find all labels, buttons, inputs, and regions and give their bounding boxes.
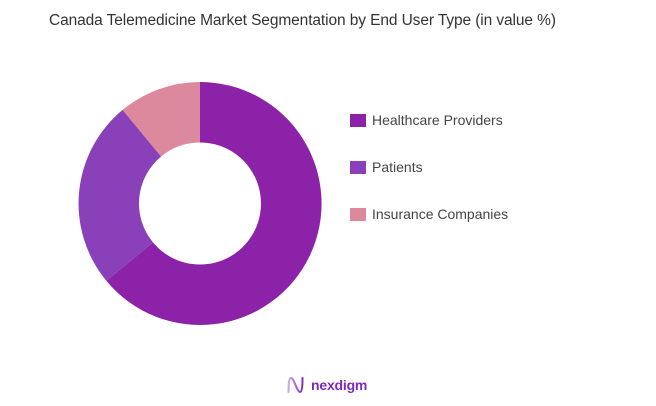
chart-title: Canada Telemedicine Market Segmentation … bbox=[49, 12, 556, 29]
segment-patients[interactable] bbox=[78, 109, 162, 281]
nexdigm-wave-icon bbox=[287, 376, 304, 394]
legend: Healthcare Providers Patients Insurance … bbox=[350, 108, 508, 249]
legend-swatch bbox=[350, 160, 366, 174]
nexdigm-logo: nexdigm bbox=[287, 376, 367, 394]
segment-insurance-companies[interactable] bbox=[122, 82, 200, 157]
logo-text: nexdigm bbox=[311, 377, 368, 393]
segment-healthcare-providers[interactable] bbox=[106, 81, 322, 325]
legend-item-healthcare-providers[interactable]: Healthcare Providers bbox=[350, 108, 508, 132]
legend-swatch bbox=[350, 113, 366, 127]
legend-item-patients[interactable]: Patients bbox=[350, 155, 508, 179]
legend-swatch bbox=[350, 207, 366, 221]
legend-item-insurance-companies[interactable]: Insurance Companies bbox=[350, 202, 508, 226]
legend-label: Patients bbox=[372, 159, 423, 175]
legend-label: Insurance Companies bbox=[372, 206, 509, 222]
legend-label: Healthcare Providers bbox=[372, 112, 503, 128]
